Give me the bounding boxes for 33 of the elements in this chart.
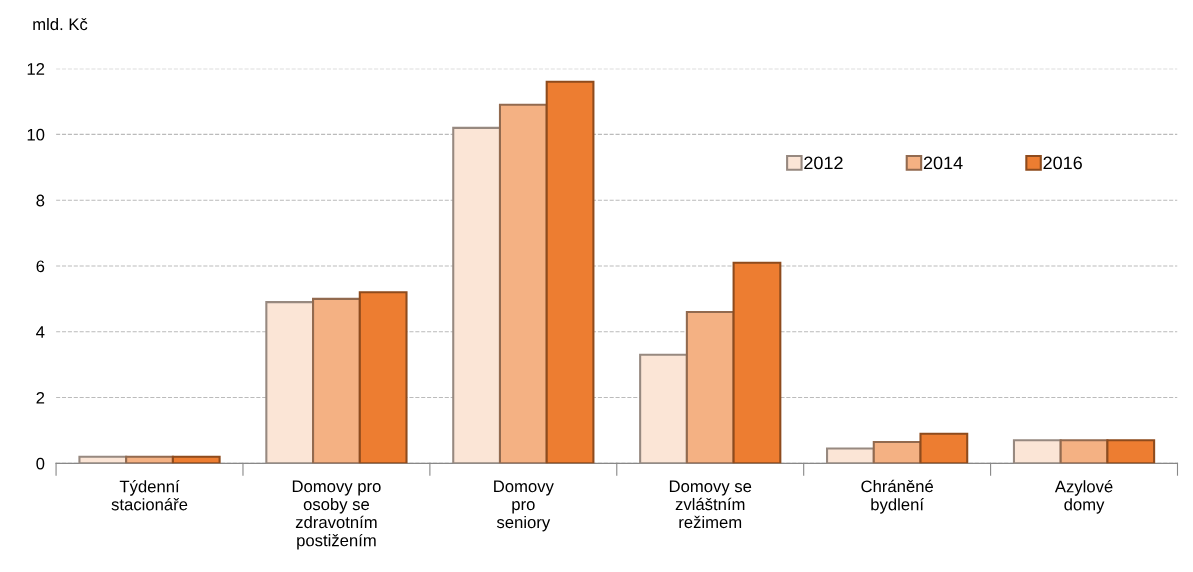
y-tick-label: 12	[27, 63, 45, 75]
legend-label: 2014	[923, 156, 963, 170]
bar	[685, 310, 735, 464]
bar	[265, 301, 315, 464]
y-tick-label: 8	[36, 194, 45, 207]
bar	[639, 353, 688, 464]
y-tick-label: 10	[27, 128, 45, 141]
bar	[171, 455, 221, 464]
x-tick-label: Domovy se zvláštním režimem	[669, 480, 752, 529]
y-tick-label: 4	[36, 326, 45, 338]
x-tick-label: Domovy pro seniory	[494, 480, 554, 532]
x-tick-label: Týdenní stacionáře	[111, 479, 188, 511]
bar	[1012, 439, 1062, 464]
bar	[312, 297, 361, 464]
legend-label: 2016	[1043, 156, 1082, 170]
x-tick-label: Chráněné bydlení	[861, 479, 933, 514]
x-tick-label: Domovy pro osoby se zdravotním postižením	[292, 480, 381, 550]
y-axis-title: mld. Kč	[33, 17, 88, 31]
bar	[358, 291, 408, 464]
bar	[732, 261, 782, 464]
bar	[826, 447, 875, 464]
bar	[1106, 439, 1156, 464]
legend-label: 2012	[804, 156, 843, 170]
bar	[498, 103, 548, 464]
bar	[452, 126, 502, 464]
bar	[1059, 439, 1109, 464]
y-tick-label: 2	[36, 391, 45, 404]
y-tick-label: 0	[36, 457, 45, 470]
x-tick-label: Azylové domy	[1054, 479, 1113, 514]
y-tick-label: 6	[36, 260, 45, 273]
bar	[872, 440, 922, 464]
bar	[919, 432, 969, 464]
bar	[545, 80, 595, 464]
